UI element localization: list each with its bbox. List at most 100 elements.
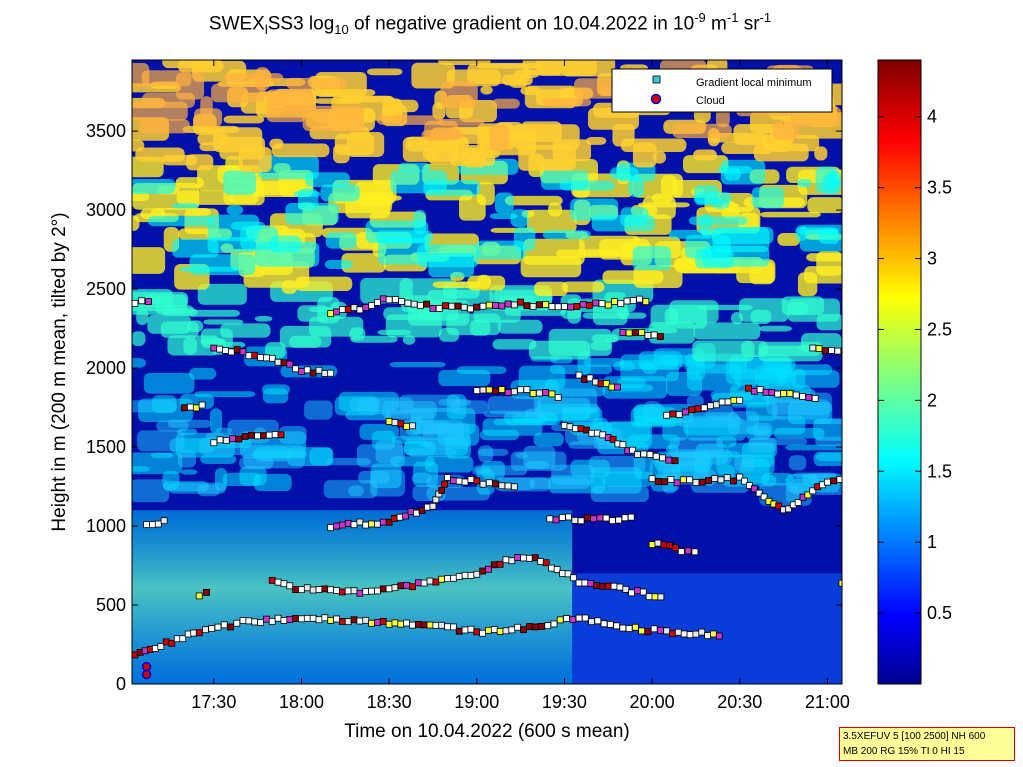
gradient-minimum-marker <box>548 303 556 311</box>
gradient-minimum-marker <box>546 515 554 523</box>
heatmap-patch <box>197 133 230 145</box>
gradient-minimum-marker <box>1002 417 1008 423</box>
gradient-minimum-marker <box>479 386 487 394</box>
heatmap-patch <box>715 108 730 128</box>
gradient-minimum-marker <box>274 614 282 622</box>
gradient-minimum-marker <box>441 480 449 488</box>
gradient-minimum-marker <box>529 390 537 398</box>
gradient-minimum-marker <box>575 371 583 379</box>
gradient-minimum-marker <box>960 424 966 430</box>
gradient-minimum-marker <box>338 306 346 313</box>
gradient-minimum-marker <box>379 518 387 526</box>
gradient-minimum-marker <box>821 347 829 355</box>
x-tick-label: 18:30 <box>367 692 412 712</box>
gradient-minimum-marker <box>650 331 658 339</box>
gradient-minimum-marker <box>949 428 955 434</box>
gradient-minimum-marker <box>613 622 621 630</box>
gradient-minimum-marker <box>577 517 585 525</box>
heatmap-patch <box>650 304 707 329</box>
gradient-minimum-marker <box>208 625 216 632</box>
heatmap-patch <box>222 472 262 487</box>
heatmap-patch <box>438 327 460 342</box>
heatmap-patch <box>189 367 217 380</box>
gradient-minimum-marker <box>241 433 249 440</box>
heatmap-patch <box>815 436 842 447</box>
gradient-minimum-marker <box>391 619 399 627</box>
gradient-minimum-marker <box>977 418 983 424</box>
heatmap-patch <box>132 156 164 178</box>
gradient-minimum-marker <box>736 473 744 481</box>
heatmap-patch <box>186 309 240 317</box>
gradient-minimum-marker <box>977 557 983 563</box>
gradient-minimum-marker <box>636 295 643 303</box>
gradient-minimum-marker <box>490 626 498 633</box>
gradient-minimum-marker <box>438 621 446 629</box>
gradient-minimum-marker <box>222 347 229 354</box>
heatmap-patch <box>643 401 661 418</box>
heatmap-patch <box>285 202 339 225</box>
y-tick-label: 3000 <box>86 200 126 220</box>
heatmap-patch <box>230 221 266 230</box>
gradient-minimum-marker <box>263 354 270 362</box>
gradient-minimum-marker <box>338 618 346 625</box>
y-axis-label: Height in m (200 m mean, tilted by 2°) <box>49 212 70 531</box>
gradient-minimum-marker <box>659 454 666 462</box>
gradient-minimum-marker <box>756 386 764 394</box>
gradient-minimum-marker <box>449 477 457 485</box>
gradient-minimum-marker <box>263 615 270 623</box>
gradient-minimum-marker <box>391 296 399 303</box>
y-axis: 0 500 1000 1500 2000 2500 3000 3500 <box>86 121 842 694</box>
heatmap-patch <box>132 479 170 503</box>
gradient-minimum-marker <box>669 630 676 638</box>
gradient-minimum-marker <box>996 416 1002 422</box>
heatmap-patch <box>692 340 755 362</box>
gradient-minimum-marker <box>257 619 264 626</box>
gradient-minimum-marker <box>598 300 606 308</box>
gradient-minimum-marker <box>514 554 522 561</box>
gradient-minimum-marker <box>327 310 335 318</box>
heatmap-patch <box>219 136 266 160</box>
gradient-minimum-marker <box>654 478 662 485</box>
gradient-minimum-marker <box>854 453 860 459</box>
gradient-minimum-marker <box>554 303 562 311</box>
gradient-minimum-marker <box>805 394 813 401</box>
heatmap-patch <box>510 209 529 227</box>
colorbar-tick-label: 1.5 <box>927 461 952 481</box>
heatmap-patch <box>132 400 178 413</box>
heatmap-patch <box>142 92 196 108</box>
gradient-minimum-marker <box>460 303 468 311</box>
legend: Gradient local minimum Cloud <box>611 68 833 113</box>
gradient-minimum-marker <box>849 581 855 587</box>
gradient-minimum-marker <box>233 619 241 627</box>
gradient-minimum-marker <box>718 398 726 406</box>
gradient-minimum-marker <box>368 520 375 528</box>
gradient-minimum-marker <box>619 624 627 632</box>
gradient-minimum-marker <box>333 615 340 623</box>
gradient-minimum-marker <box>774 390 782 398</box>
gradient-minimum-marker <box>564 570 572 578</box>
gradient-minimum-marker <box>198 401 206 409</box>
gradient-minimum-marker <box>1016 345 1022 351</box>
gradient-minimum-marker <box>823 478 831 486</box>
gradient-minimum-marker <box>849 477 855 483</box>
gradient-minimum-marker <box>573 303 581 310</box>
heatmap-patch <box>285 77 347 90</box>
gradient-minimum-marker <box>617 300 625 307</box>
heatmap-patch <box>528 340 591 360</box>
gradient-minimum-marker <box>531 623 539 631</box>
gradient-minimum-marker <box>563 615 570 622</box>
gradient-minimum-marker <box>432 496 440 504</box>
gradient-minimum-marker <box>650 625 658 633</box>
heatmap-patch <box>520 121 562 142</box>
chart-title: SWEXlSS3 log10 of negative gradient on 1… <box>208 10 772 38</box>
gradient-minimum-marker <box>698 478 706 486</box>
gradient-minimum-marker <box>517 298 525 306</box>
colorbar-tick-label: 4 <box>927 107 937 127</box>
info-line-2: MB 200 RG 15% TI 0 HI 15 <box>843 746 965 757</box>
heatmap-patch <box>398 162 431 172</box>
heatmap-patch <box>177 449 197 468</box>
heatmap-patch <box>438 369 491 387</box>
gradient-minimum-marker <box>657 333 664 340</box>
gradient-minimum-marker <box>671 457 679 465</box>
